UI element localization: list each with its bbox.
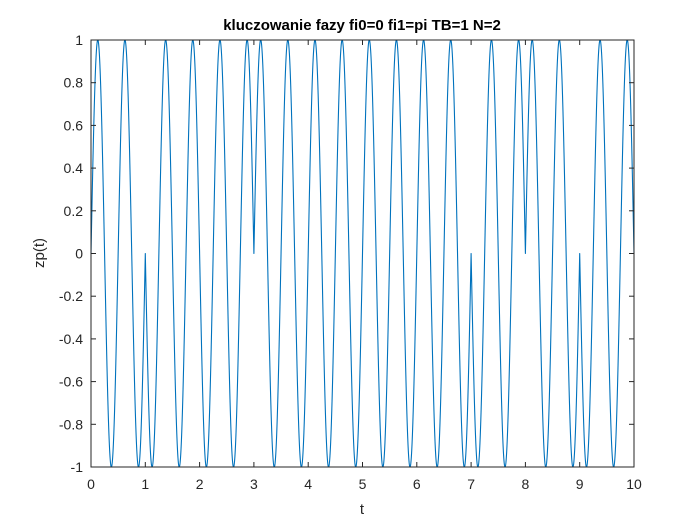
x-tick-label: 4 (304, 476, 312, 492)
x-ticks: 0 1 2 3 4 5 6 7 8 9 10 (87, 40, 642, 492)
y-tick-label: 1 (75, 32, 83, 48)
y-tick-label: 0 (75, 246, 83, 262)
x-tick-label: 1 (141, 476, 149, 492)
y-tick-label: 0.6 (64, 117, 84, 133)
y-tick-label: -0.6 (59, 374, 83, 390)
y-tick-label: 0.2 (64, 203, 84, 219)
y-tick-label: -0.8 (59, 416, 83, 432)
x-tick-label: 8 (522, 476, 530, 492)
x-tick-label: 2 (196, 476, 204, 492)
x-tick-label: 0 (87, 476, 95, 492)
x-tick-label: 5 (359, 476, 367, 492)
series-layer (90, 39, 635, 468)
y-tick-label: -0.4 (59, 331, 83, 347)
y-tick-label: -1 (71, 459, 84, 475)
x-tick-label: 9 (576, 476, 584, 492)
y-ticks: 1 0.8 0.6 0.4 0.2 0 -0.2 -0.4 -0.6 -0.8 -1 (59, 32, 634, 475)
y-tick-label: 0.4 (64, 160, 84, 176)
series-line-1 (90, 39, 635, 468)
x-tick-label: 6 (413, 476, 421, 492)
x-tick-label: 10 (626, 476, 642, 492)
y-axis-label: zp(t) (31, 238, 48, 268)
x-axis-label: t (360, 501, 365, 518)
y-tick-label: -0.2 (59, 288, 83, 304)
y-tick-label: 0.8 (64, 75, 84, 91)
x-tick-label: 7 (467, 476, 475, 492)
chart-title: kluczowanie fazy fi0=0 fi1=pi TB=1 N=2 (223, 17, 501, 34)
x-tick-label: 3 (250, 476, 258, 492)
